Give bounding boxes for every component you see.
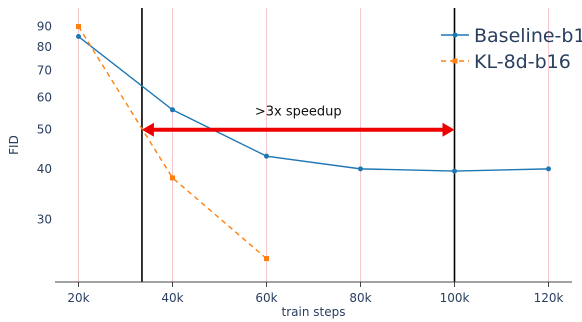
x-tick-label: 40k <box>161 291 183 305</box>
x-tick-label: 20k <box>67 291 89 305</box>
x-tick-label: 100k <box>440 291 470 305</box>
axes: 20k 40k 60k 80k 100k 120k 30 40 50 60 70 80 90 <box>37 19 572 305</box>
series-point-0 <box>264 153 269 159</box>
speedup-arrow-head-left <box>141 122 154 137</box>
series-point-0 <box>358 166 363 172</box>
legend-swatch-marker-0 <box>452 32 458 38</box>
x-tick-label: 80k <box>349 291 371 305</box>
y-tick-label: 90 <box>37 19 52 33</box>
y-tick-label: 80 <box>37 40 52 54</box>
y-tick-label: 50 <box>37 123 52 137</box>
x-tick-label: 60k <box>255 291 277 305</box>
y-tick-label: 30 <box>37 212 52 226</box>
legend: Baseline-b16 KL-8d-b16 <box>441 25 582 73</box>
y-tick-label: 70 <box>37 64 52 78</box>
series-point-0 <box>546 166 551 172</box>
series-point-1 <box>76 23 81 29</box>
x-tick-label: 120k <box>534 291 564 305</box>
series-layer <box>76 23 551 262</box>
y-axis-title: FID <box>7 135 21 155</box>
legend-swatch-marker-1 <box>452 58 458 64</box>
legend-label: Baseline-b16 <box>474 25 582 47</box>
series-line-0 <box>78 35 549 172</box>
speedup-arrow-head-right <box>442 122 455 137</box>
y-tick-label: 40 <box>37 162 52 176</box>
vertical-gridlines <box>78 8 549 282</box>
x-axis-title: train steps <box>282 305 346 319</box>
series-point-0 <box>170 107 175 113</box>
series-point-1 <box>264 256 269 262</box>
y-tick-label: 60 <box>37 91 52 105</box>
reference-lines <box>141 8 456 282</box>
speedup-annotation: >3x speedup <box>141 105 455 137</box>
series-point-0 <box>452 168 457 174</box>
legend-label: KL-8d-b16 <box>474 51 571 73</box>
series-point-0 <box>76 34 81 40</box>
speedup-annotation-text: >3x speedup <box>255 105 342 120</box>
series-point-1 <box>170 175 175 181</box>
